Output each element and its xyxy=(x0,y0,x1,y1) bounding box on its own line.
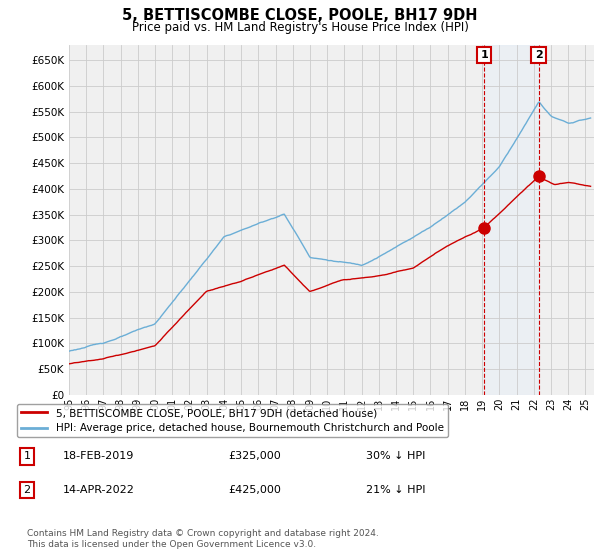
Text: 21% ↓ HPI: 21% ↓ HPI xyxy=(366,485,425,495)
Text: 14-APR-2022: 14-APR-2022 xyxy=(63,485,135,495)
Text: Price paid vs. HM Land Registry's House Price Index (HPI): Price paid vs. HM Land Registry's House … xyxy=(131,21,469,34)
Legend: 5, BETTISCOMBE CLOSE, POOLE, BH17 9DH (detached house), HPI: Average price, deta: 5, BETTISCOMBE CLOSE, POOLE, BH17 9DH (d… xyxy=(17,404,448,437)
Bar xyxy=(484,45,539,395)
Text: 1: 1 xyxy=(23,451,31,461)
Text: £425,000: £425,000 xyxy=(228,485,281,495)
Text: 1: 1 xyxy=(481,50,488,60)
Text: 18-FEB-2019: 18-FEB-2019 xyxy=(63,451,134,461)
Text: 2: 2 xyxy=(23,485,31,495)
Text: Contains HM Land Registry data © Crown copyright and database right 2024.
This d: Contains HM Land Registry data © Crown c… xyxy=(27,529,379,549)
Text: 30% ↓ HPI: 30% ↓ HPI xyxy=(366,451,425,461)
Text: 5, BETTISCOMBE CLOSE, POOLE, BH17 9DH: 5, BETTISCOMBE CLOSE, POOLE, BH17 9DH xyxy=(122,8,478,24)
Text: 2: 2 xyxy=(535,50,542,60)
Text: £325,000: £325,000 xyxy=(228,451,281,461)
